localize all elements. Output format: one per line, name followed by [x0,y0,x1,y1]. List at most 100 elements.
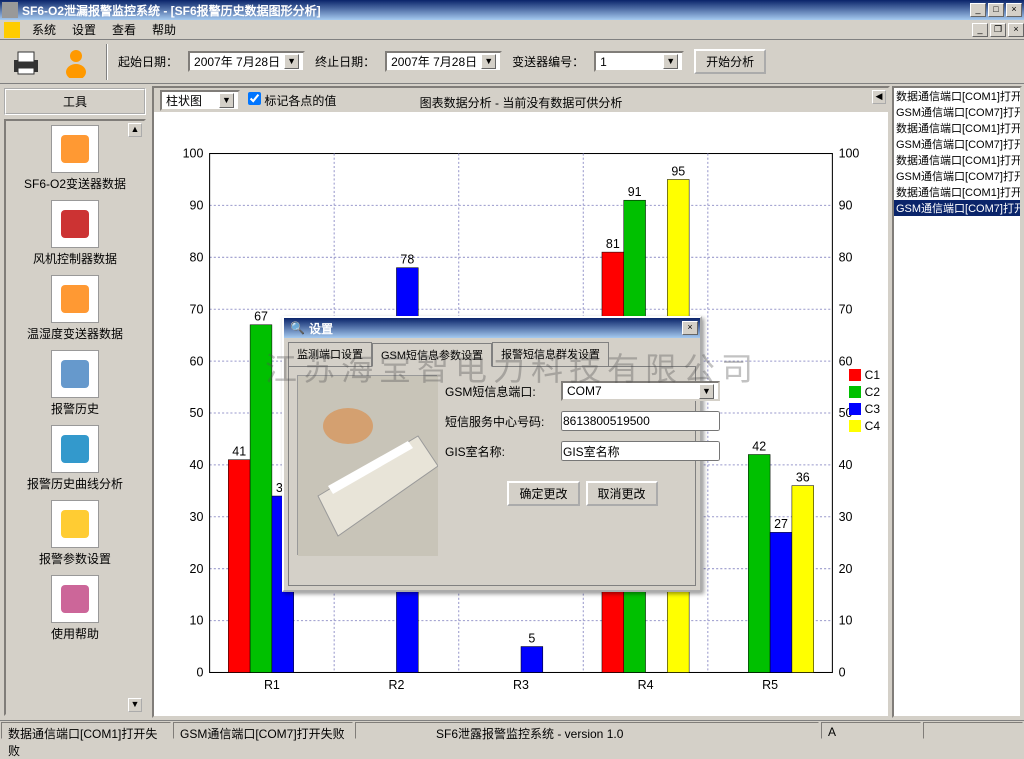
tool-label: 温湿度变送器数据 [10,325,140,342]
scroll-up-icon[interactable]: ▲ [128,123,142,137]
maximize-button[interactable]: □ [988,3,1004,17]
sms-center-input[interactable] [561,411,720,431]
mdi-restore-button[interactable]: ❐ [990,23,1006,37]
status-empty [923,722,1023,739]
status-data-port: 数据通信端口[COM1]打开失败 [1,722,171,739]
transmitter-select[interactable]: 1▼ [594,51,684,72]
sidebar-item-6[interactable]: 使用帮助 [10,575,140,642]
transmitter-label: 变送器编号： [512,53,584,70]
toolbar: 起始日期： 2007年 7月28日▼ 终止日期： 2007年 7月28日▼ 变送… [0,40,1024,84]
status-mode: A [821,722,921,739]
chart-title: 图表数据分析 - 当前没有数据可供分析 [420,94,623,111]
sidebar-item-1[interactable]: 风机控制器数据 [10,200,140,267]
search-icon: 🔍 [290,321,305,335]
svg-text:60: 60 [190,354,204,368]
svg-text:50: 50 [190,406,204,420]
menu-settings[interactable]: 设置 [64,19,104,40]
sidebar-item-5[interactable]: 报警参数设置 [10,500,140,567]
svg-text:R1: R1 [264,678,280,692]
close-button[interactable]: × [1006,3,1022,17]
gsm-port-label: GSM短信息端口: [445,383,555,400]
svg-text:20: 20 [190,562,204,576]
svg-text:67: 67 [254,310,268,324]
analyze-button[interactable]: 开始分析 [694,49,766,74]
scroll-down-icon[interactable]: ▼ [128,698,142,712]
tool-label: 使用帮助 [10,625,140,642]
gsm-port-select[interactable]: COM7▼ [561,381,720,401]
mdi-minimize-button[interactable]: _ [972,23,988,37]
log-item[interactable]: 数据通信端口[COM1]打开 [894,88,1020,104]
start-date-label: 起始日期： [118,53,178,70]
chart-type-select[interactable]: 柱状图▼ [160,90,240,111]
log-item[interactable]: GSM通信端口[COM7]打开 [894,168,1020,184]
sidebar-item-4[interactable]: 报警历史曲线分析 [10,425,140,492]
user-icon[interactable] [56,44,96,80]
svg-text:70: 70 [190,302,204,316]
log-panel: 数据通信端口[COM1]打开GSM通信端口[COM7]打开数据通信端口[COM1… [892,86,1022,718]
tool-list: ▲ SF6-O2变送器数据风机控制器数据温湿度变送器数据报警历史报警历史曲线分析… [4,119,146,716]
svg-text:78: 78 [400,253,414,267]
gis-room-input[interactable] [561,441,720,461]
svg-text:100: 100 [183,147,204,161]
svg-text:R5: R5 [762,678,778,692]
svg-text:80: 80 [839,250,853,264]
minimize-button[interactable]: _ [970,3,986,17]
svg-text:90: 90 [839,199,853,213]
log-item[interactable]: 数据通信端口[COM1]打开 [894,152,1020,168]
menu-help[interactable]: 帮助 [144,19,184,40]
print-icon[interactable] [6,44,46,80]
mdi-icon [4,22,20,38]
svg-text:42: 42 [752,439,766,453]
menubar: 系统 设置 查看 帮助 _ ❐ × [0,20,1024,40]
sidebar-title: 工具 [4,88,146,115]
tool-icon [51,200,99,248]
dialog-tab-1[interactable]: GSM短信息参数设置 [372,343,492,367]
legend: C1C2C3C4 [849,368,880,436]
mdi-close-button[interactable]: × [1008,23,1024,37]
svg-text:R4: R4 [638,678,654,692]
log-item[interactable]: 数据通信端口[COM1]打开 [894,120,1020,136]
sidebar: 工具 ▲ SF6-O2变送器数据风机控制器数据温湿度变送器数据报警历史报警历史曲… [0,84,150,720]
svg-text:95: 95 [671,164,685,178]
gis-room-label: GIS室名称: [445,443,555,460]
mark-values-checkbox[interactable]: 标记各点的值 [248,92,336,109]
svg-text:R2: R2 [388,678,404,692]
svg-text:30: 30 [839,510,853,524]
dialog-ok-button[interactable]: 确定更改 [507,481,579,506]
window-title: SF6-O2泄漏报警监控系统 - [SF6报警历史数据图形分析] [22,2,970,19]
tool-icon [51,425,99,473]
chart-scroll-left-icon[interactable]: ◀ [872,90,886,104]
svg-text:30: 30 [190,510,204,524]
svg-text:20: 20 [839,562,853,576]
app-icon [2,2,18,18]
start-date-picker[interactable]: 2007年 7月28日▼ [188,51,305,72]
menu-view[interactable]: 查看 [104,19,144,40]
svg-text:80: 80 [190,250,204,264]
dialog-cancel-button[interactable]: 取消更改 [586,481,658,506]
sidebar-item-3[interactable]: 报警历史 [10,350,140,417]
svg-text:10: 10 [190,614,204,628]
end-date-label: 终止日期： [315,53,375,70]
tool-label: 报警历史 [10,400,140,417]
dialog-close-button[interactable]: × [682,321,698,335]
log-item[interactable]: 数据通信端口[COM1]打开 [894,184,1020,200]
svg-text:0: 0 [839,666,846,680]
settings-dialog: 🔍 设置 × 监测端口设置GSM短信息参数设置报警短信息群发设置 GSM短信息端… [282,316,702,592]
legend-item: C2 [849,385,880,399]
end-date-picker[interactable]: 2007年 7月28日▼ [385,51,502,72]
sidebar-item-0[interactable]: SF6-O2变送器数据 [10,125,140,192]
log-item[interactable]: GSM通信端口[COM7]打开 [894,136,1020,152]
main-titlebar: SF6-O2泄漏报警监控系统 - [SF6报警历史数据图形分析] _ □ × [0,0,1024,20]
svg-text:70: 70 [839,302,853,316]
svg-text:10: 10 [839,614,853,628]
log-item[interactable]: GSM通信端口[COM7]打开 [894,200,1020,216]
menu-system[interactable]: 系统 [24,19,64,40]
status-version: SF6泄露报警监控系统 - version 1.0 [355,722,819,739]
svg-text:5: 5 [528,631,535,645]
log-item[interactable]: GSM通信端口[COM7]打开 [894,104,1020,120]
status-gsm-port: GSM通信端口[COM7]打开失败 [173,722,353,739]
dialog-tab-2[interactable]: 报警短信息群发设置 [492,342,609,366]
dialog-tab-0[interactable]: 监测端口设置 [288,342,372,366]
sidebar-item-2[interactable]: 温湿度变送器数据 [10,275,140,342]
legend-item: C4 [849,419,880,433]
